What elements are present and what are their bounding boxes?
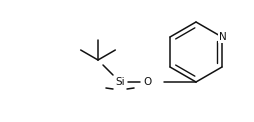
Text: N: N xyxy=(219,32,227,42)
Text: O: O xyxy=(144,77,152,87)
Text: Si: Si xyxy=(115,77,125,87)
